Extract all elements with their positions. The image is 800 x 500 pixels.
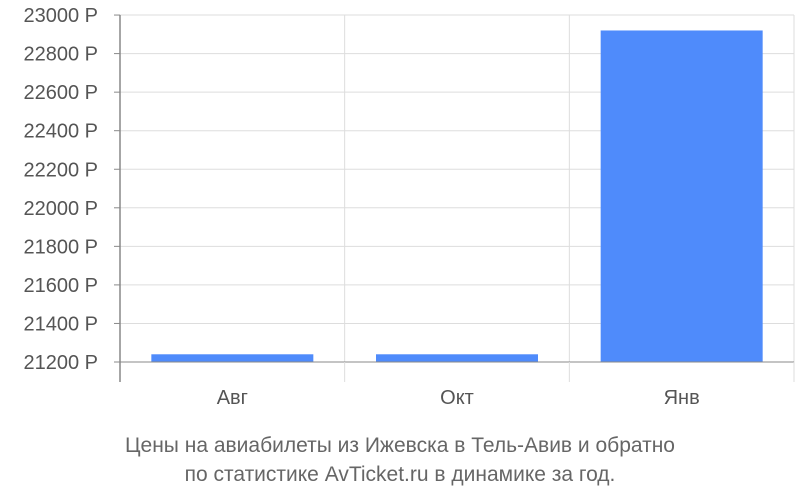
- chart-caption-line-2: по статистике AvTicket.ru в динамике за …: [184, 463, 616, 486]
- y-tick-label: 21600 Р: [23, 275, 98, 297]
- y-tick-label: 22400 Р: [23, 121, 98, 143]
- y-tick-label: 21800 Р: [23, 236, 98, 258]
- x-tick-label: Окт: [440, 387, 474, 409]
- bars: [151, 30, 763, 362]
- y-tick-label: 23000 Р: [23, 5, 98, 27]
- axes: [114, 14, 795, 382]
- chart-caption-line-1: Цены на авиабилеты из Ижевска в Тель-Ави…: [125, 434, 675, 457]
- y-tick-label: 22800 Р: [23, 44, 98, 66]
- bar-2: [376, 354, 538, 362]
- price-bar-chart: 21200 Р 21400 Р 21600 Р 21800 Р 22000 Р 22200…: [23, 5, 795, 409]
- y-tick-label: 21400 Р: [23, 313, 98, 335]
- y-tick-label: 21200 Р: [23, 352, 98, 374]
- x-tick-label: Авг: [217, 387, 248, 409]
- bar-3: [600, 30, 763, 362]
- bar-1: [151, 354, 314, 362]
- y-tick-label: 22000 Р: [23, 198, 98, 220]
- y-tick-labels: 21200 Р 21400 Р 21600 Р 21800 Р 22000 Р 22200…: [23, 5, 98, 374]
- grid-lines: [120, 14, 795, 363]
- y-tick-label: 22200 Р: [23, 159, 98, 181]
- x-tick-label: Янв: [664, 387, 700, 409]
- x-tick-labels: Авг Окт Янв: [217, 387, 700, 409]
- y-tick-label: 22600 Р: [23, 82, 98, 104]
